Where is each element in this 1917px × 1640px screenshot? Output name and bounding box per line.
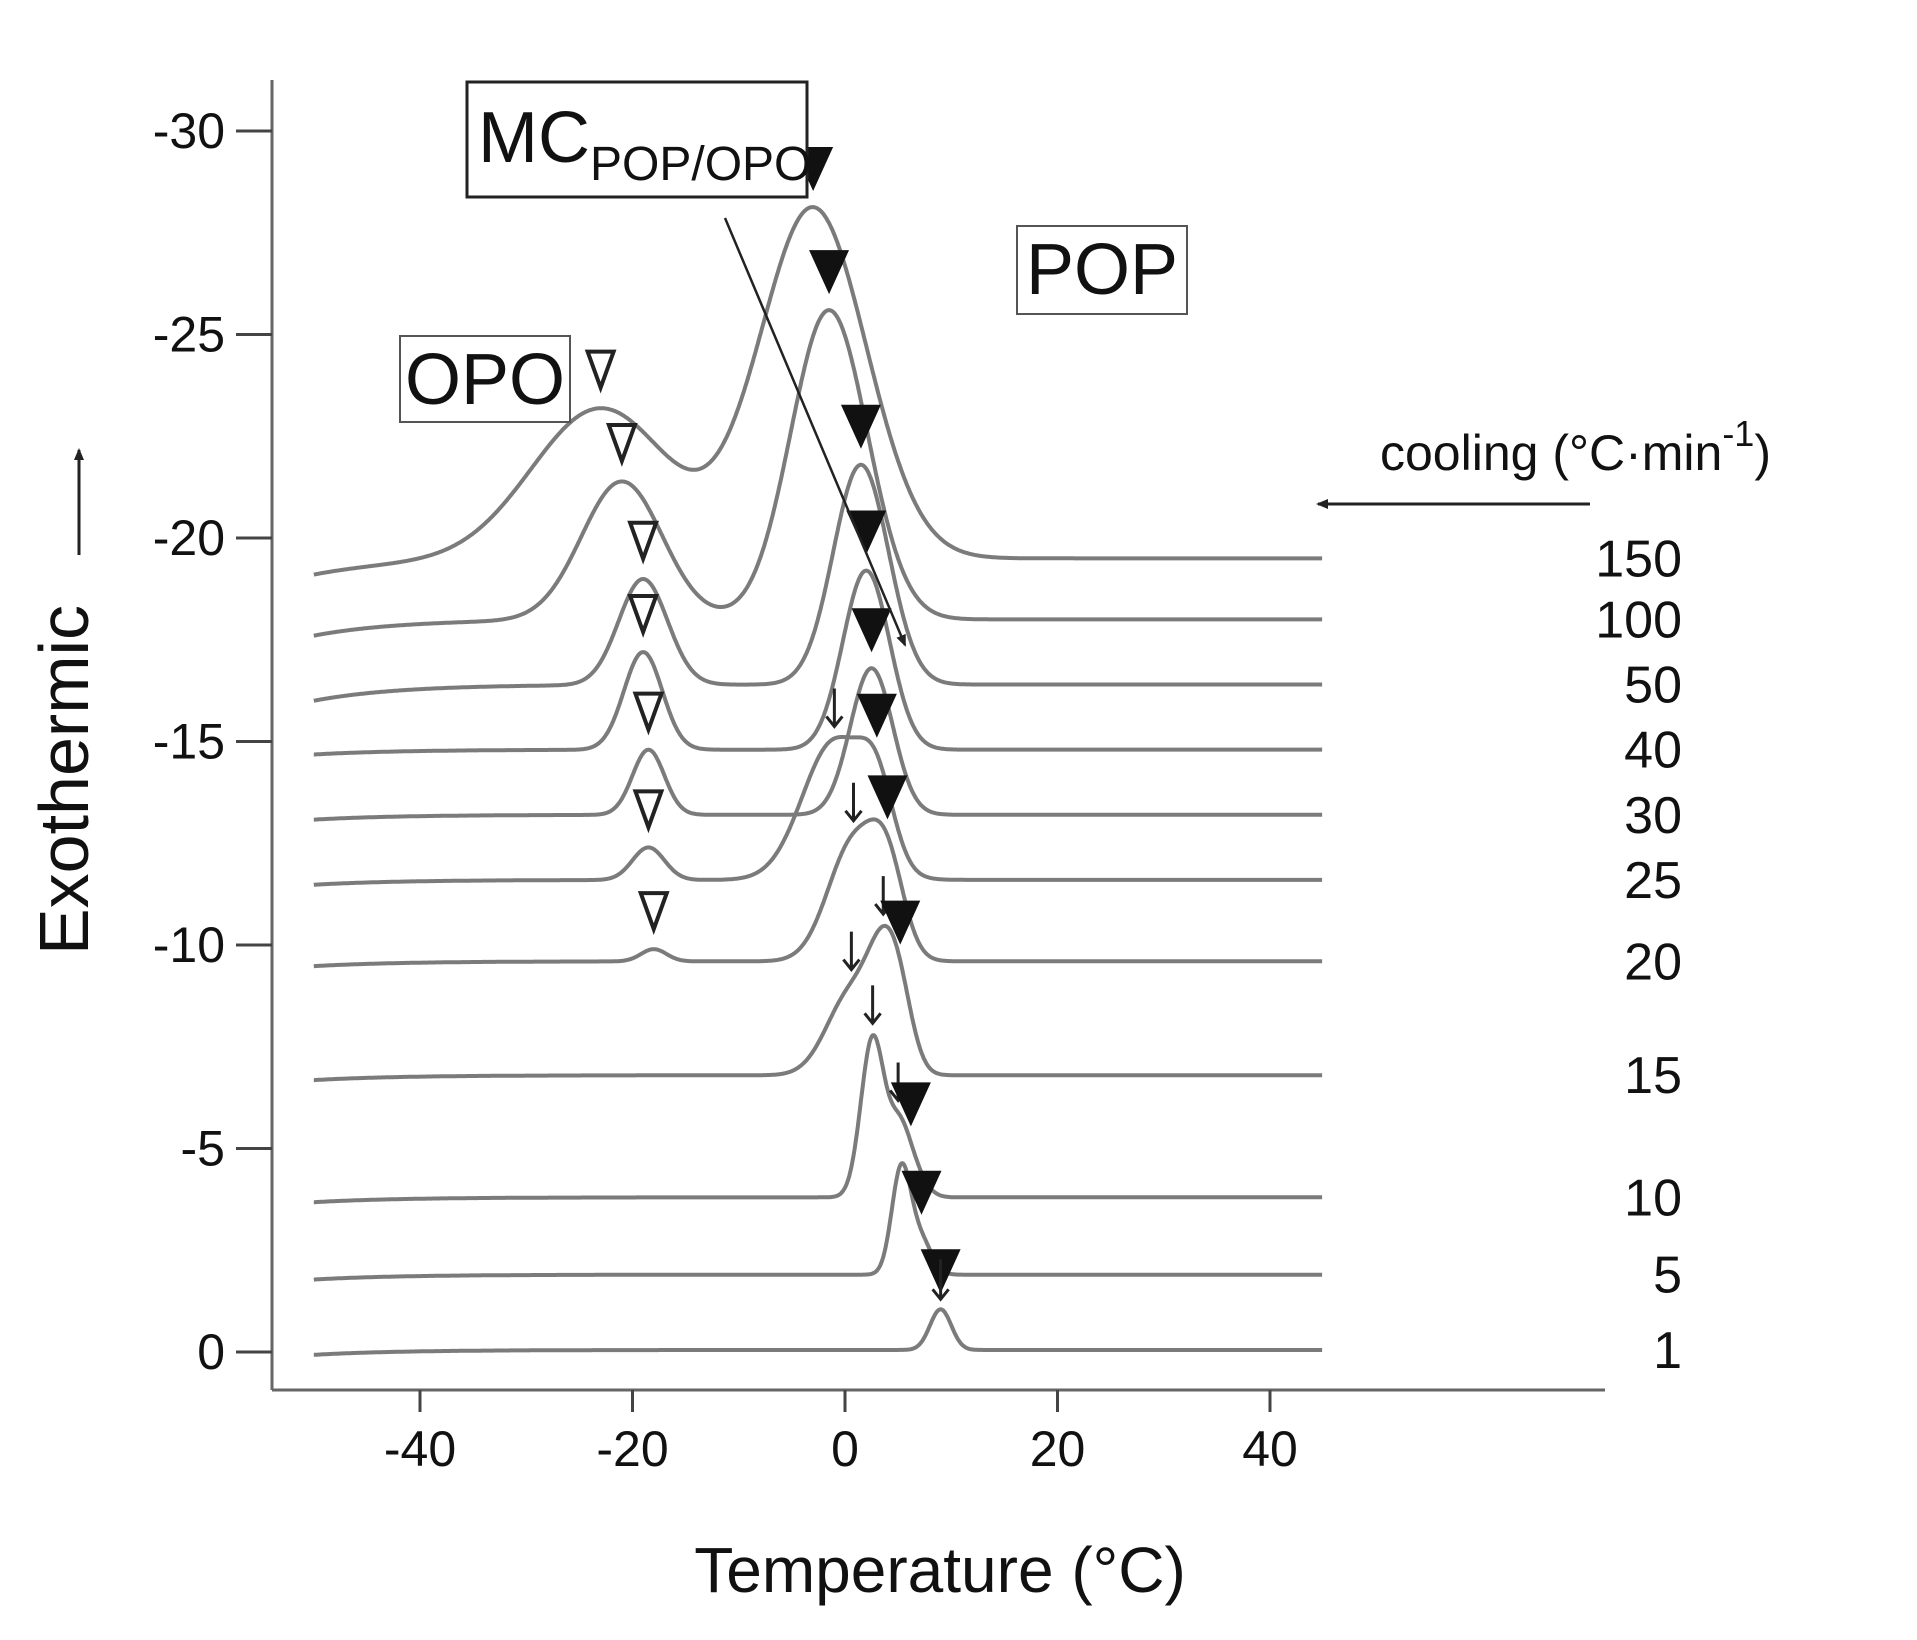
pop-peak-marker [856,693,897,738]
y-tick-label: -15 [153,714,225,770]
y-axis-title: Exothermic [25,605,103,955]
x-tick-label: 20 [1030,1421,1086,1477]
mc-peak-arrow [863,985,882,1026]
opo-label: OPO [405,340,565,420]
mc-pointer-arrow [723,217,907,647]
x-tick-label: 0 [831,1421,859,1477]
cooling-legend-sup: -1 [1722,413,1754,454]
rate-label-5: 5 [1653,1247,1682,1305]
y-ticks: -30 -25 -20 -15 -10 -5 0 [153,103,272,1380]
mc-peak-arrow [931,1259,950,1302]
curve-5 [312,1161,1323,1282]
pop-peak-marker [867,775,908,820]
y-tick-label: -20 [153,510,225,566]
curve-50 [312,462,1323,703]
x-tick-label: -20 [596,1421,668,1477]
curve-25 [312,735,1323,887]
x-axis-title: Temperature (°C) [694,1534,1186,1606]
x-ticks: -40 -20 0 20 40 [384,1390,1298,1477]
rate-label-150: 150 [1595,530,1682,588]
y-tick-label: -10 [153,917,225,973]
opo-label-box: OPO [399,335,571,423]
mc-peak-arrow [825,688,844,729]
y-tick-label: -5 [181,1121,225,1177]
pop-peak-marker [890,1082,931,1127]
cooling-legend-main: cooling (°C·min [1380,425,1722,481]
cooling-legend: cooling (°C·min-1) [1316,413,1771,509]
pop-peak-marker [880,900,921,945]
y-tick-label: 0 [197,1324,225,1380]
y-tick-label: -25 [153,307,225,363]
rate-label-10: 10 [1624,1169,1682,1227]
curve-30 [312,666,1323,822]
mc-peak-arrow [844,782,863,824]
mc-label: MCPOP/OPO [478,98,811,191]
opo-peak-marker [606,423,638,467]
cooling-legend-close: ) [1754,425,1771,481]
peak-markers [584,147,961,1302]
axes [270,80,1605,1392]
curve-20 [312,817,1323,969]
y-tick-label: -30 [153,103,225,159]
opo-peak-marker [632,789,665,834]
mc-peak-arrow [842,931,861,973]
pop-label: POP [1026,230,1178,310]
opo-peak-marker [627,520,659,565]
curve-100 [312,308,1323,638]
cooling-legend-text: cooling (°C·min-1) [1380,413,1771,481]
curve-150 [312,205,1323,577]
rate-label-40: 40 [1624,722,1682,780]
pop-peak-marker [901,1170,942,1215]
mc-label-sub: POP/OPO [590,138,811,191]
pop-peak-marker [846,510,887,555]
opo-peak-marker [627,593,659,638]
y-axis-title-group: Exothermic [25,448,103,955]
rate-label-50: 50 [1624,657,1682,715]
mc-label-main: MC [478,98,590,178]
rate-label-15: 15 [1624,1047,1682,1105]
curve-15 [312,923,1323,1083]
pop-label-box: POP [1016,225,1188,315]
pop-peak-marker [809,250,850,295]
curves [312,205,1323,1357]
curve-40 [312,568,1323,757]
opo-peak-marker [584,349,617,394]
x-tick-label: -40 [384,1421,456,1477]
opo-peak-marker [637,891,670,935]
rate-label-1: 1 [1653,1322,1682,1380]
rate-label-100: 100 [1595,591,1682,649]
rate-label-20: 20 [1624,933,1682,991]
pop-peak-marker [840,404,881,449]
curve-10 [312,1033,1323,1205]
opo-peak-marker [632,691,665,736]
x-tick-label: 40 [1242,1421,1298,1477]
curve-1 [312,1307,1323,1357]
rate-label-25: 25 [1624,852,1682,910]
rate-label-30: 30 [1624,787,1682,845]
pop-peak-marker [851,608,892,653]
mc-label-box: MCPOP/OPO [465,80,811,199]
